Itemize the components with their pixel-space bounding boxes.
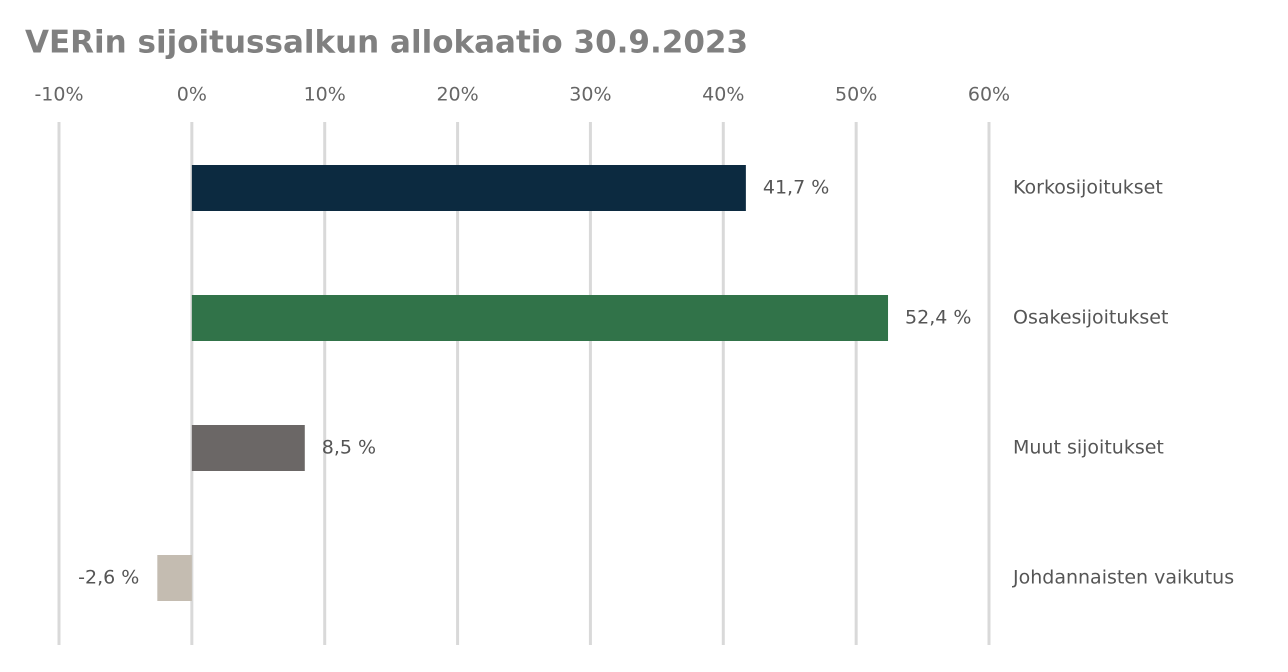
x-tick-label: 30% (569, 84, 611, 106)
x-tick-label: 0% (177, 84, 207, 106)
bar (191, 165, 746, 211)
value-label: 52,4 % (905, 307, 971, 329)
x-tick-label: 60% (968, 84, 1010, 106)
bar (157, 555, 192, 601)
x-tick-label: -10% (34, 84, 83, 106)
value-label: 41,7 % (763, 177, 829, 199)
x-tick-label: 40% (702, 84, 744, 106)
value-label: 8,5 % (322, 437, 376, 459)
value-label: -2,6 % (78, 567, 139, 589)
bar (191, 295, 889, 341)
category-label: Korkosijoitukset (1013, 177, 1163, 199)
category-label: Osakesijoitukset (1013, 307, 1168, 329)
category-label: Johdannaisten vaikutus (1012, 567, 1234, 589)
x-tick-label: 20% (436, 84, 478, 106)
chart-title: VERin sijoitussalkun allokaatio 30.9.202… (25, 25, 748, 61)
category-label: Muut sijoitukset (1013, 437, 1164, 459)
bar (191, 425, 305, 471)
x-tick-label: 50% (835, 84, 877, 106)
x-tick-label: 10% (304, 84, 346, 106)
